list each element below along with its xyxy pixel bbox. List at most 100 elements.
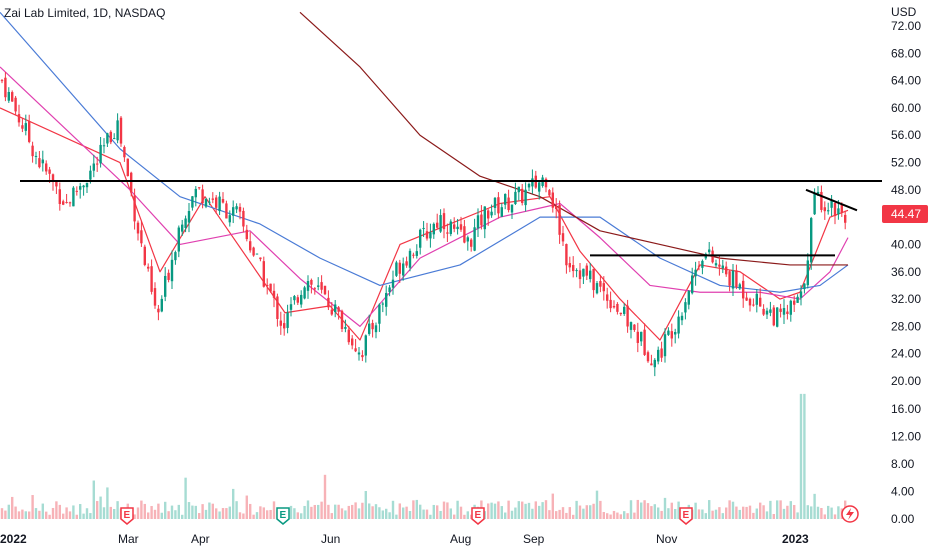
volume-bar bbox=[466, 511, 469, 519]
candle-body bbox=[276, 296, 279, 320]
candle-body bbox=[827, 210, 830, 212]
earnings-marker[interactable]: E bbox=[679, 507, 693, 525]
candle-body bbox=[28, 120, 31, 142]
volume-bar bbox=[578, 505, 582, 519]
earnings-marker[interactable]: E bbox=[471, 507, 485, 525]
volume-bar bbox=[606, 513, 609, 519]
volume-bar bbox=[259, 506, 262, 519]
candle-body bbox=[279, 320, 282, 326]
candle-body bbox=[575, 270, 578, 272]
volume-bar bbox=[660, 510, 663, 519]
candle-body bbox=[266, 285, 269, 287]
candle-body bbox=[711, 250, 714, 263]
trendline-drawing[interactable] bbox=[805, 188, 858, 212]
drawings[interactable] bbox=[20, 179, 882, 257]
candle-body bbox=[405, 261, 408, 266]
volume-bar bbox=[663, 497, 667, 519]
price-tick-label: 52.00 bbox=[891, 156, 921, 170]
candle-body bbox=[789, 300, 792, 315]
volume-bar bbox=[361, 502, 364, 519]
price-tick-label: 32.00 bbox=[891, 292, 921, 306]
candle-body bbox=[361, 355, 364, 358]
volume-bar bbox=[357, 508, 361, 519]
time-tick-label: Apr bbox=[191, 532, 210, 546]
volume-bar bbox=[300, 513, 303, 519]
candle-body bbox=[364, 335, 367, 356]
volume-bar bbox=[810, 506, 813, 519]
volume-bar bbox=[456, 500, 459, 519]
candle-body bbox=[272, 290, 276, 298]
candle-body bbox=[82, 185, 85, 188]
candle-body bbox=[490, 211, 493, 216]
candle-body bbox=[385, 292, 388, 307]
candle-body bbox=[561, 233, 565, 242]
candle-body bbox=[31, 145, 34, 157]
candle-body bbox=[300, 294, 303, 305]
candle-body bbox=[466, 237, 469, 242]
volume-bar bbox=[830, 507, 833, 519]
candle-body bbox=[41, 159, 44, 164]
chart-title: Zai Lab Limited, 1D, NASDAQ bbox=[4, 6, 166, 20]
volume-bar bbox=[504, 512, 507, 519]
volume-bar bbox=[636, 499, 639, 519]
price-tick-label: 28.00 bbox=[891, 319, 921, 333]
volume-bar bbox=[252, 514, 255, 519]
moving-average-line bbox=[299, 11, 848, 266]
candle-body bbox=[204, 198, 208, 207]
volume-bar bbox=[803, 393, 806, 519]
candle-body bbox=[759, 297, 762, 307]
volume-bar bbox=[187, 502, 191, 519]
candle-body bbox=[480, 214, 483, 226]
volume-bar bbox=[109, 506, 112, 519]
volume-bar bbox=[208, 502, 211, 519]
volume-tick-label: 12.00 bbox=[891, 430, 921, 444]
volume-bar bbox=[619, 514, 622, 519]
volume-bar bbox=[160, 512, 163, 519]
candle-body bbox=[738, 284, 741, 289]
earnings-marker[interactable]: E bbox=[276, 507, 290, 525]
volume-bar bbox=[517, 501, 520, 519]
price-tick-label: 72.00 bbox=[891, 19, 921, 33]
time-axis[interactable]: 2022 Mar Apr Jun Aug Sep Nov 2023 bbox=[0, 532, 809, 546]
earnings-marker[interactable]: E bbox=[120, 507, 134, 525]
candle-body bbox=[612, 305, 616, 308]
volume-bar bbox=[527, 502, 531, 519]
candle-body bbox=[344, 326, 347, 329]
time-tick-label: 2023 bbox=[782, 532, 809, 546]
candle-body bbox=[728, 271, 731, 286]
candle-body bbox=[745, 297, 748, 301]
candle-body bbox=[779, 308, 782, 312]
volume-bar bbox=[255, 512, 259, 519]
volume-bar bbox=[113, 508, 116, 519]
candle-body bbox=[75, 190, 78, 192]
volume-bar bbox=[55, 501, 58, 519]
volume-bar bbox=[497, 501, 500, 519]
dividends-lightning-icon[interactable] bbox=[841, 505, 859, 523]
candle-body bbox=[725, 266, 728, 275]
candle-body bbox=[453, 224, 456, 229]
candle-body bbox=[531, 178, 534, 187]
candle-body bbox=[296, 297, 299, 303]
candle-body bbox=[823, 207, 826, 212]
volume-bar bbox=[4, 510, 7, 519]
volume-bar bbox=[415, 499, 418, 519]
candle-body bbox=[521, 188, 524, 203]
candle-body bbox=[218, 196, 221, 212]
candle-body bbox=[714, 263, 718, 266]
candle-body bbox=[684, 302, 687, 313]
volume-bar bbox=[232, 488, 235, 519]
volume-bar bbox=[323, 474, 327, 519]
volume-bar bbox=[174, 510, 177, 519]
price-tick-label: 24.00 bbox=[891, 347, 921, 361]
volume-bar bbox=[459, 506, 463, 519]
candle-body bbox=[548, 190, 551, 196]
candle-body bbox=[259, 257, 262, 260]
volume-tick-label: 8.00 bbox=[891, 457, 915, 471]
volume-bar bbox=[816, 506, 820, 519]
volume-bar bbox=[89, 513, 92, 519]
volume-bar bbox=[463, 514, 466, 519]
volume-bar bbox=[541, 502, 544, 519]
